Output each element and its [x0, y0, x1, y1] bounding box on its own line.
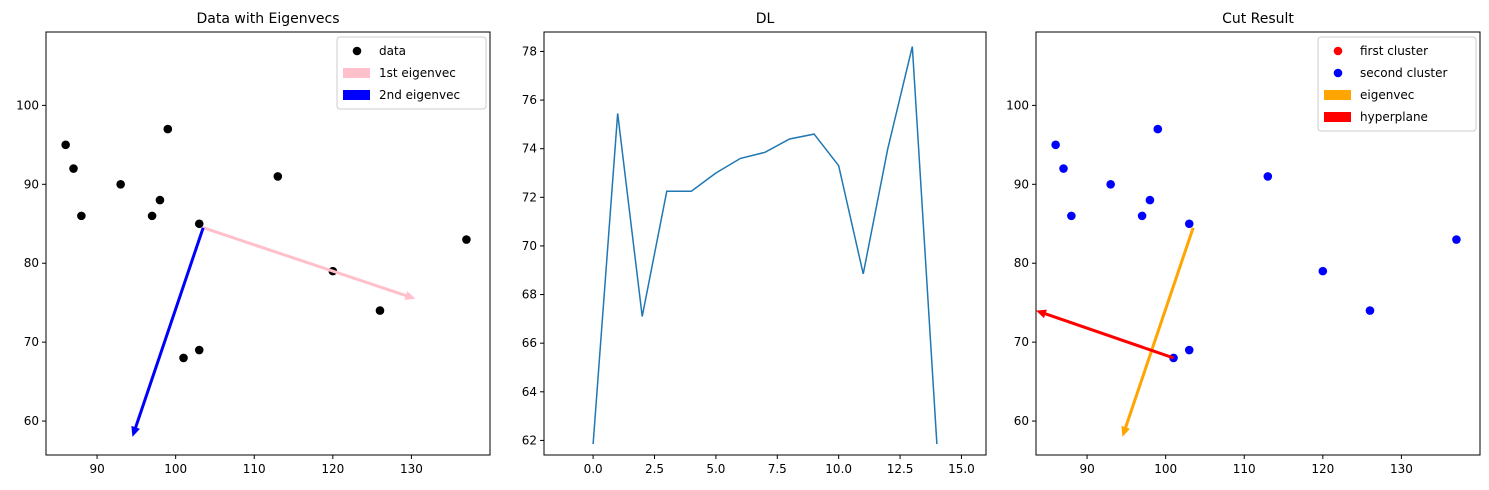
x-tick-label: 130: [1390, 462, 1413, 476]
legend-label: second cluster: [1360, 66, 1447, 80]
legend: first cluster second cluster eigenvec hyper…: [1317, 36, 1477, 132]
arrow-hyperplane: [1036, 309, 1175, 360]
data-point: [69, 164, 78, 173]
arrow-eigenvec: [1121, 227, 1195, 437]
x-tick-label: 120: [1311, 462, 1334, 476]
legend-label: 2nd eigenvec: [379, 88, 460, 102]
x-tick-label: 110: [1233, 462, 1256, 476]
x-tick-label: 100: [164, 462, 187, 476]
axes-frame: [543, 31, 987, 456]
legend-label: 1st eigenvec: [379, 66, 456, 80]
y-tick-label: 100: [1006, 98, 1029, 112]
legend-label: eigenvec: [1360, 88, 1414, 102]
data-point: [1137, 211, 1147, 221]
axes-frame: [45, 31, 491, 456]
data-point: [163, 124, 173, 134]
data-point: [1452, 235, 1461, 244]
y-tick-label: 64: [522, 385, 537, 399]
data-point: [1153, 124, 1163, 134]
data-point: [1106, 180, 1115, 189]
y-tick-label: 70: [1014, 335, 1029, 349]
x-tick-label: 90: [89, 462, 104, 476]
legend-marker: [1333, 46, 1343, 56]
x-tick-label: 130: [400, 462, 423, 476]
chart-panel-1: Data with Eigenvecs 90 100 110 120 130 60 70 80 9…: [16, 11, 491, 476]
data-point: [77, 211, 86, 221]
x-tick-label: 12.5: [887, 462, 914, 476]
chart-panel-3: Cut Result 90 100 110 120 130 60 70 80 90 100 first…: [1006, 11, 1481, 476]
x-tick-label: 0.0: [584, 462, 603, 476]
x-tick-label: 120: [321, 462, 344, 476]
data-point: [179, 353, 188, 363]
legend-label: first cluster: [1360, 44, 1428, 58]
legend-label: data: [379, 44, 406, 58]
chart-title: DL: [756, 11, 775, 27]
legend-patch: [343, 68, 370, 78]
data-point: [147, 211, 157, 221]
y-tick-label: 100: [16, 98, 39, 112]
y-tick-label: 72: [522, 190, 537, 204]
data-point: [1059, 164, 1068, 173]
chart-title: Data with Eigenvecs: [196, 11, 339, 27]
legend-box: [336, 36, 487, 110]
legend-label: hyperplane: [1360, 110, 1428, 124]
y-tick-label: 74: [522, 142, 537, 156]
x-tick-label: 2.5: [645, 462, 664, 476]
data-point: [116, 180, 125, 189]
legend-patch: [343, 90, 370, 100]
y-tick-label: 80: [1014, 256, 1029, 270]
x-tick-label: 7.5: [768, 462, 787, 476]
y-tick-label: 70: [24, 335, 39, 349]
legend-box: [1317, 36, 1477, 132]
data-point: [1145, 195, 1155, 205]
x-tick-label: 100: [1154, 462, 1177, 476]
legend-marker: [1333, 68, 1343, 78]
x-tick-label: 15.0: [948, 462, 975, 476]
data-point: [1067, 211, 1076, 221]
x-tick-label: 110: [243, 462, 266, 476]
chart-title: Cut Result: [1222, 11, 1294, 27]
x-tick-label: 10.0: [825, 462, 852, 476]
data-point: [1263, 172, 1273, 181]
y-tick-label: 68: [522, 288, 537, 302]
y-tick-label: 90: [24, 177, 39, 191]
y-tick-label: 60: [1014, 414, 1029, 428]
data-point: [1184, 219, 1194, 229]
data-point: [375, 306, 385, 315]
data-point: [61, 140, 70, 150]
plot-area: [61, 124, 471, 437]
legend-marker: [352, 46, 362, 56]
axes-frame: [1035, 31, 1481, 456]
y-tick-label: 76: [522, 93, 537, 107]
chart-panel-2: DL 0.0 2.5 5.0 7.5 10.0 12.5 15.0 62 64 66 68 70 72 74…: [522, 11, 987, 476]
y-tick-label: 60: [24, 414, 39, 428]
legend-patch: [1324, 90, 1351, 100]
data-point: [1184, 345, 1194, 355]
y-tick-label: 90: [1014, 177, 1029, 191]
plot-area: [1036, 124, 1461, 437]
data-point: [194, 345, 204, 355]
data-point: [1051, 140, 1060, 150]
data-point: [462, 235, 471, 244]
legend-patch: [1324, 112, 1351, 122]
arrow-2nd-eigenvec: [131, 227, 205, 437]
data-point: [1365, 306, 1375, 315]
x-tick-label: 5.0: [706, 462, 725, 476]
data-point: [155, 195, 165, 205]
y-tick-label: 70: [522, 239, 537, 253]
data-point: [1318, 266, 1328, 276]
data-point: [273, 172, 283, 181]
y-tick-label: 80: [24, 256, 39, 270]
y-tick-label: 62: [522, 433, 537, 447]
y-tick-label: 78: [522, 44, 537, 58]
arrow-1st-eigenvec: [202, 226, 416, 300]
data-point: [194, 219, 204, 229]
x-tick-label: 90: [1079, 462, 1094, 476]
plot-area: [592, 46, 938, 445]
legend: data 1st eigenvec 2nd eigenvec: [336, 36, 487, 110]
y-tick-label: 66: [522, 336, 537, 350]
series-line: [592, 46, 938, 445]
